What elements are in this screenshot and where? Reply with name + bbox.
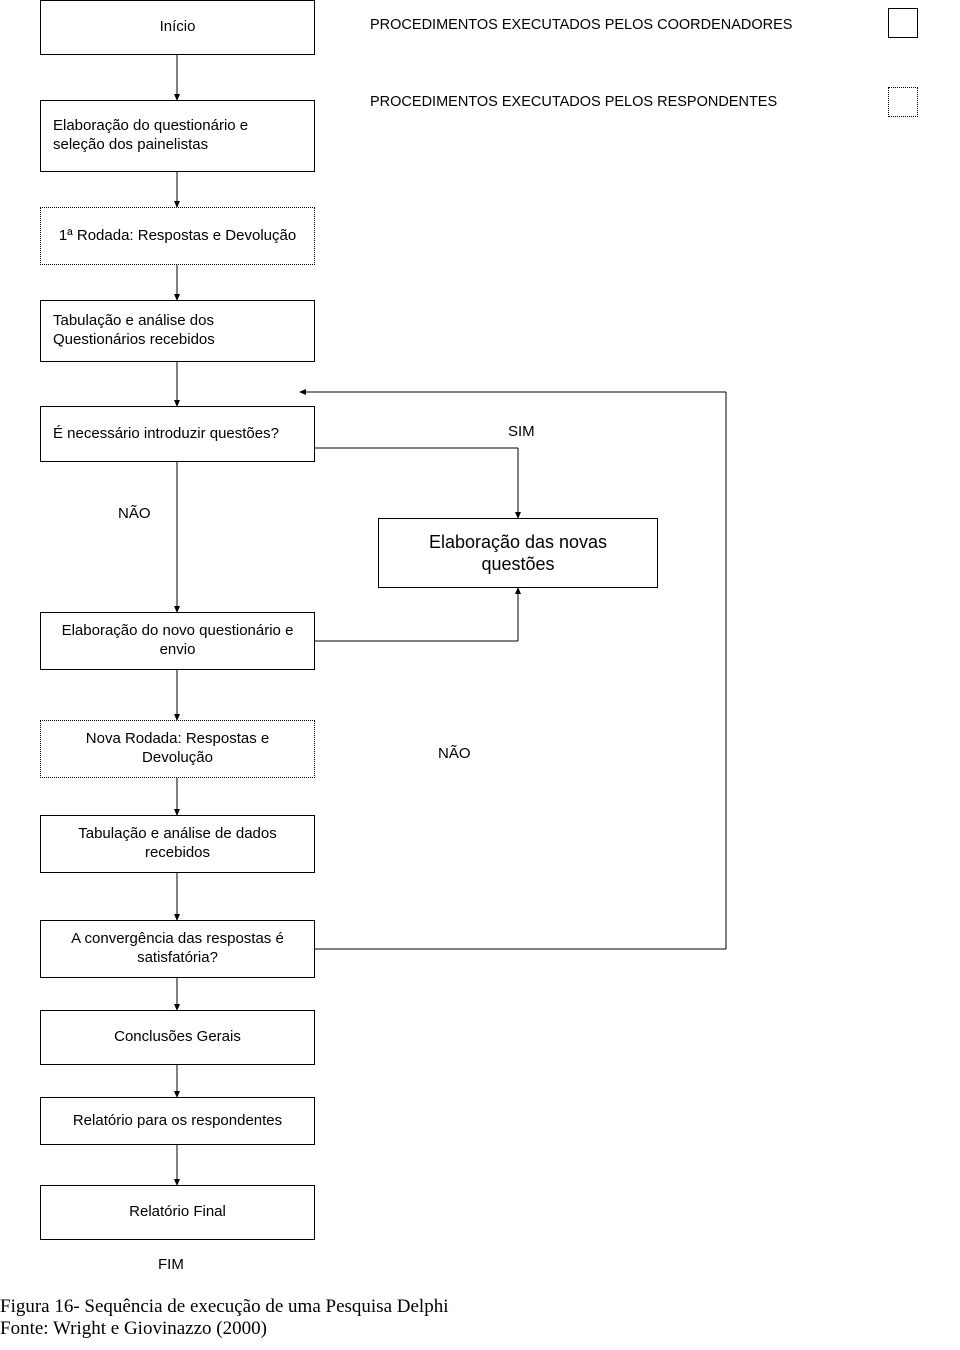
node-tab-dados: Tabulação e análise de dados recebidos (40, 815, 315, 873)
node-conclusoes: Conclusões Gerais (40, 1010, 315, 1065)
node-rel-final: Relatório Final (40, 1185, 315, 1240)
node-text: Início (160, 18, 196, 37)
label-nao-top: NÃO (118, 505, 151, 522)
node-novo-quest: Elaboração do novo questionário e envio (40, 612, 315, 670)
node-nova-rodada: Nova Rodada: Respostas e Devolução (40, 720, 315, 778)
node-text: Tabulação e análise de dados recebidos (53, 825, 302, 863)
node-rodada1: 1ª Rodada: Respostas e Devolução (40, 207, 315, 265)
node-novas-questoes: Elaboração das novas questões (378, 518, 658, 588)
caption-line1: Figura 16- Sequência de execução de uma … (0, 1296, 448, 1318)
node-text: Elaboração das novas questões (391, 531, 645, 576)
node-text: Relatório Final (129, 1203, 226, 1222)
legend-label-resp: PROCEDIMENTOS EXECUTADOS PELOS RESPONDEN… (370, 94, 777, 110)
node-text: A convergência das respostas é satisfató… (53, 930, 302, 968)
connector-layer (0, 0, 960, 1350)
node-convergencia: A convergência das respostas é satisfató… (40, 920, 315, 978)
node-text: É necessário introduzir questões? (53, 425, 279, 444)
node-rel-resp: Relatório para os respondentes (40, 1097, 315, 1145)
node-text: Elaboração do novo questionário e envio (53, 622, 302, 660)
label-sim: SIM (508, 423, 535, 440)
label-nao-mid: NÃO (438, 745, 471, 762)
node-text: Conclusões Gerais (114, 1028, 241, 1047)
node-tab-quest: Tabulação e análise dos Questionários re… (40, 300, 315, 362)
caption-line2: Fonte: Wright e Giovinazzo (2000) (0, 1318, 448, 1340)
node-text: Tabulação e análise dos Questionários re… (53, 312, 302, 350)
flowchart-canvas: PROCEDIMENTOS EXECUTADOS PELOS COORDENAD… (0, 0, 960, 1350)
node-text: Relatório para os respondentes (73, 1112, 282, 1131)
legend-label-coord: PROCEDIMENTOS EXECUTADOS PELOS COORDENAD… (370, 17, 792, 33)
node-text: 1ª Rodada: Respostas e Devolução (59, 227, 296, 246)
figure-caption: Figura 16- Sequência de execução de uma … (0, 1296, 448, 1340)
legend-box-resp (888, 87, 918, 117)
label-fim: FIM (158, 1256, 184, 1273)
legend-box-coord (888, 8, 918, 38)
node-text: Elaboração do questionário e seleção dos… (53, 117, 302, 155)
node-elab-quest: Elaboração do questionário e seleção dos… (40, 100, 315, 172)
node-necessario: É necessário introduzir questões? (40, 406, 315, 462)
node-text: Nova Rodada: Respostas e Devolução (53, 730, 302, 768)
node-inicio: Início (40, 0, 315, 55)
